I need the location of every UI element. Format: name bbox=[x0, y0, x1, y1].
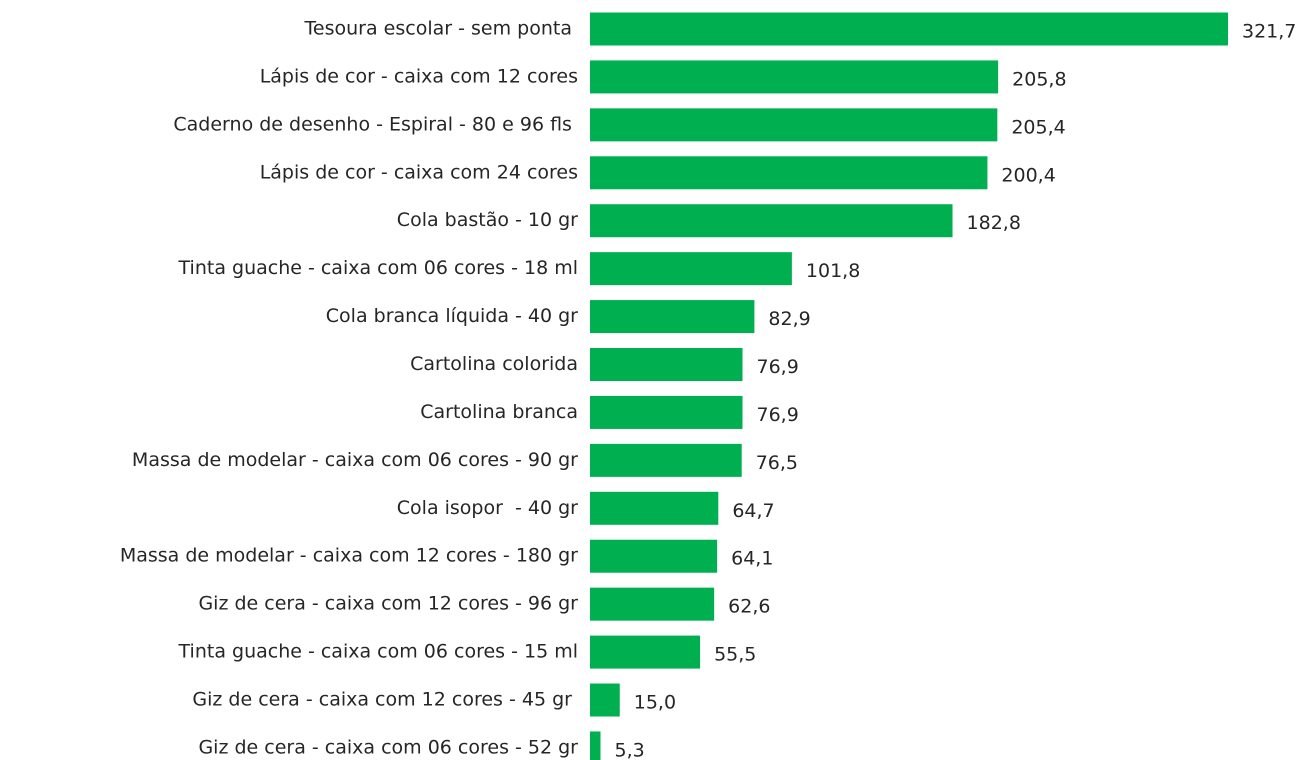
category-label: Giz de cera - caixa com 12 cores - 96 gr bbox=[198, 593, 578, 615]
value-label: 82,9 bbox=[768, 308, 810, 330]
category-label: Cola bastão - 10 gr bbox=[397, 209, 578, 231]
bar bbox=[590, 635, 701, 669]
value-label: 76,9 bbox=[757, 404, 799, 426]
category-label: Tesoura escolar - sem ponta bbox=[304, 18, 578, 40]
bar bbox=[590, 108, 998, 142]
value-label: 55,5 bbox=[714, 644, 756, 666]
category-label: Cartolina branca bbox=[420, 401, 578, 423]
bar bbox=[590, 204, 953, 238]
category-label: Cartolina colorida bbox=[410, 353, 578, 375]
category-label: Tinta guache - caixa com 06 cores - 15 m… bbox=[178, 641, 578, 663]
category-label: Giz de cera - caixa com 06 cores - 52 gr bbox=[198, 736, 578, 758]
bar bbox=[590, 156, 988, 190]
value-label: 15,0 bbox=[634, 692, 676, 714]
value-label: 205,8 bbox=[1012, 68, 1066, 90]
category-label: Lápis de cor - caixa com 24 cores bbox=[260, 161, 578, 183]
category-label: Massa de modelar - caixa com 12 cores - … bbox=[120, 545, 578, 567]
bar bbox=[590, 60, 999, 94]
value-label: 101,8 bbox=[806, 260, 860, 282]
bar bbox=[590, 491, 719, 525]
value-label: 62,6 bbox=[728, 596, 770, 618]
value-label: 64,1 bbox=[731, 548, 773, 570]
bar bbox=[590, 731, 601, 760]
value-label: 205,4 bbox=[1011, 116, 1065, 138]
bar bbox=[590, 300, 755, 334]
value-label: 76,5 bbox=[756, 452, 798, 474]
category-label: Cola isopor - 40 gr bbox=[397, 497, 578, 519]
category-label: Giz de cera - caixa com 12 cores - 45 gr bbox=[192, 689, 578, 711]
value-label: 321,7 bbox=[1242, 21, 1296, 43]
bar bbox=[590, 348, 743, 382]
bar bbox=[590, 12, 1228, 46]
category-label: Lápis de cor - caixa com 12 cores bbox=[260, 65, 578, 87]
value-label: 76,9 bbox=[757, 356, 799, 378]
bar bbox=[590, 395, 743, 429]
bar bbox=[590, 252, 792, 286]
category-label: Cola branca líquida - 40 gr bbox=[326, 305, 578, 327]
bar bbox=[590, 539, 718, 573]
category-label: Massa de modelar - caixa com 06 cores - … bbox=[132, 449, 578, 471]
value-label: 182,8 bbox=[967, 212, 1021, 234]
value-label: 64,7 bbox=[732, 500, 774, 522]
value-label: 200,4 bbox=[1001, 164, 1055, 186]
category-label: Tinta guache - caixa com 06 cores - 18 m… bbox=[178, 257, 578, 279]
bar bbox=[590, 443, 742, 477]
bar bbox=[590, 587, 715, 621]
bar bbox=[590, 683, 620, 717]
value-label: 5,3 bbox=[615, 739, 645, 760]
category-label: Caderno de desenho - Espiral - 80 e 96 f… bbox=[173, 113, 578, 135]
